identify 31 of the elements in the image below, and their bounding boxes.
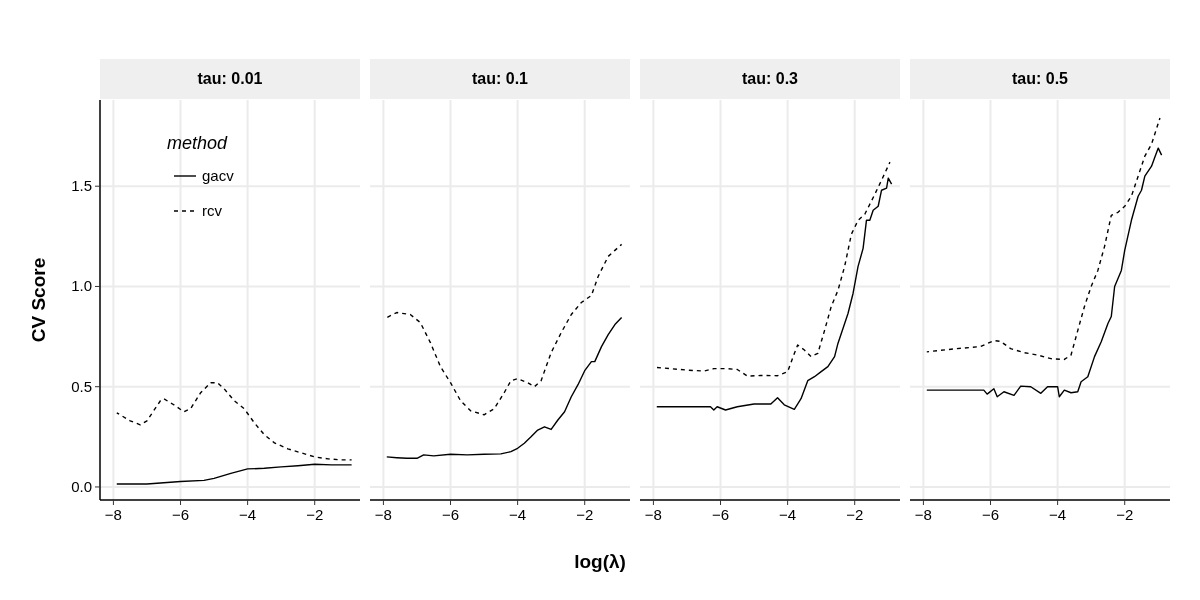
legend-label: gacv (202, 167, 235, 184)
x-tick-label: −4 (239, 506, 257, 523)
x-axis-title: log(λ) (574, 551, 626, 572)
x-tick-label: −8 (644, 506, 662, 523)
y-tick-label: 1.0 (71, 277, 92, 295)
chart-title: tau: 0.01 (197, 70, 263, 87)
x-tick-label: −2 (1116, 506, 1134, 523)
legend-label: rcv (202, 202, 223, 219)
x-tick-label: −6 (441, 506, 460, 523)
x-tick-label: −4 (509, 506, 527, 523)
legend-title: method (167, 133, 229, 153)
y-tick-label: 0.5 (71, 377, 92, 395)
x-tick-label: −6 (171, 506, 190, 523)
x-tick-label: −6 (981, 506, 1000, 523)
x-tick-label: −2 (846, 506, 864, 523)
chart-title: tau: 0.5 (1011, 70, 1069, 87)
x-tick-label: −2 (306, 506, 324, 523)
y-axis-title: CV Score (28, 257, 49, 343)
x-tick-label: −2 (576, 506, 594, 523)
x-tick-label: −4 (779, 506, 797, 523)
x-tick-label: −8 (104, 506, 122, 523)
x-tick-label: −8 (914, 506, 932, 523)
x-tick-label: −8 (374, 506, 392, 523)
x-tick-label: −6 (711, 506, 730, 523)
y-tick-label: 0.0 (71, 477, 92, 495)
x-tick-label: −4 (1049, 506, 1067, 523)
line-series (116, 463, 353, 485)
chart-title: tau: 0.3 (741, 70, 799, 87)
chart-title: tau: 0.1 (471, 70, 529, 87)
line-series (116, 382, 353, 461)
y-tick-label: 1.5 (71, 177, 92, 195)
